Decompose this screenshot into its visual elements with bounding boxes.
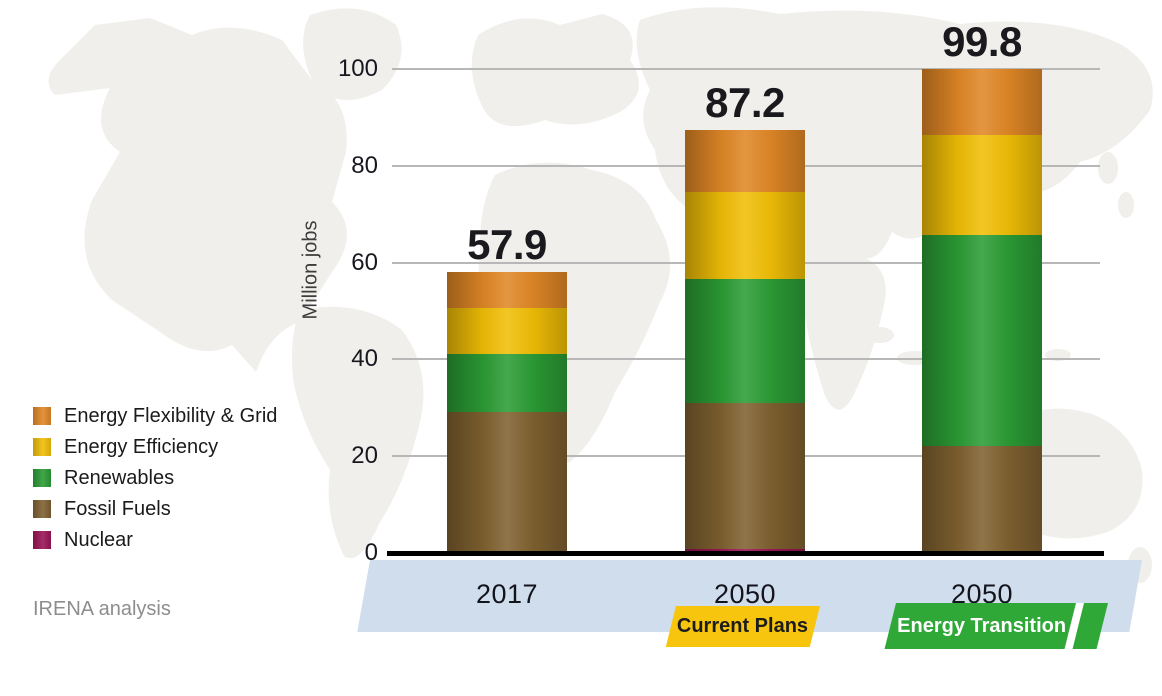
legend-item-nuclear: Nuclear	[33, 528, 277, 551]
y-tick-60: 60	[351, 248, 378, 276]
legend-swatch-fossil-fuels	[33, 500, 51, 518]
legend-item-energy-efficiency: Energy Efficiency	[33, 435, 277, 458]
tag-current-plans: Current Plans	[665, 606, 820, 647]
legend-label: Fossil Fuels	[64, 497, 171, 520]
legend-swatch-nuclear	[33, 531, 51, 549]
bar-0-fossil-fuels	[447, 412, 567, 552]
legend-swatch-energy-flexibility-grid	[33, 407, 51, 425]
map-north-america	[48, 18, 348, 372]
bar-2-energy-efficiency	[922, 134, 1042, 236]
bar-0-energy-efficiency	[447, 308, 567, 355]
bar-2-energy-flexibility-grid	[922, 68, 1042, 135]
legend-item-renewables: Renewables	[33, 466, 277, 489]
legend-label: Energy Flexibility & Grid	[64, 404, 278, 427]
bar-1-nuclear	[685, 548, 805, 553]
bar-2-renewables	[922, 234, 1042, 446]
y-tick-40: 40	[351, 345, 378, 373]
x-axis-line	[387, 551, 1104, 556]
legend-label: Energy Efficiency	[64, 435, 219, 458]
total-label-2017-0: 57.9	[467, 220, 547, 268]
y-tick-0: 0	[364, 539, 378, 566]
y-tick-20: 20	[351, 442, 378, 470]
tag-current-plans-label: Current Plans	[677, 615, 809, 637]
bar-1-fossil-fuels	[685, 403, 805, 549]
x-category-2050-current-plans: 2050	[713, 579, 777, 609]
map-south-america	[292, 306, 424, 559]
bar-1-renewables	[685, 278, 805, 404]
legend-label: Nuclear	[64, 528, 133, 551]
total-label-2050-1: 87.2	[705, 78, 785, 126]
bar-0-energy-flexibility-grid	[447, 271, 567, 309]
y-tick-100: 100	[337, 55, 378, 82]
bar-0-renewables	[447, 354, 567, 413]
x-category-2017: 2017	[475, 579, 539, 609]
gridline-100	[392, 68, 1100, 70]
total-label-2050-2: 99.8	[942, 17, 1022, 65]
source-note: IRENA analysis	[33, 598, 171, 620]
bar-2-fossil-fuels	[922, 445, 1042, 553]
legend: Energy Flexibility & Grid Energy Efficie…	[33, 404, 278, 551]
legend-item-fossil-fuels: Fossil Fuels	[33, 497, 277, 520]
legend-item-energy-flexibility-grid: Energy Flexibility & Grid	[33, 404, 278, 427]
y-axis-title: Million jobs	[299, 220, 322, 320]
tag-energy-transition-label: Energy Transition	[896, 614, 1066, 637]
bar-1-energy-flexibility-grid	[685, 129, 805, 193]
legend-label: Renewables	[64, 466, 175, 489]
y-tick-80: 80	[351, 151, 378, 179]
map-greenland	[303, 8, 402, 101]
map-india	[799, 246, 886, 410]
map-europe	[471, 14, 639, 127]
legend-swatch-energy-efficiency	[33, 438, 51, 456]
legend-swatch-renewables	[33, 469, 51, 487]
bar-1-energy-efficiency	[685, 192, 805, 279]
